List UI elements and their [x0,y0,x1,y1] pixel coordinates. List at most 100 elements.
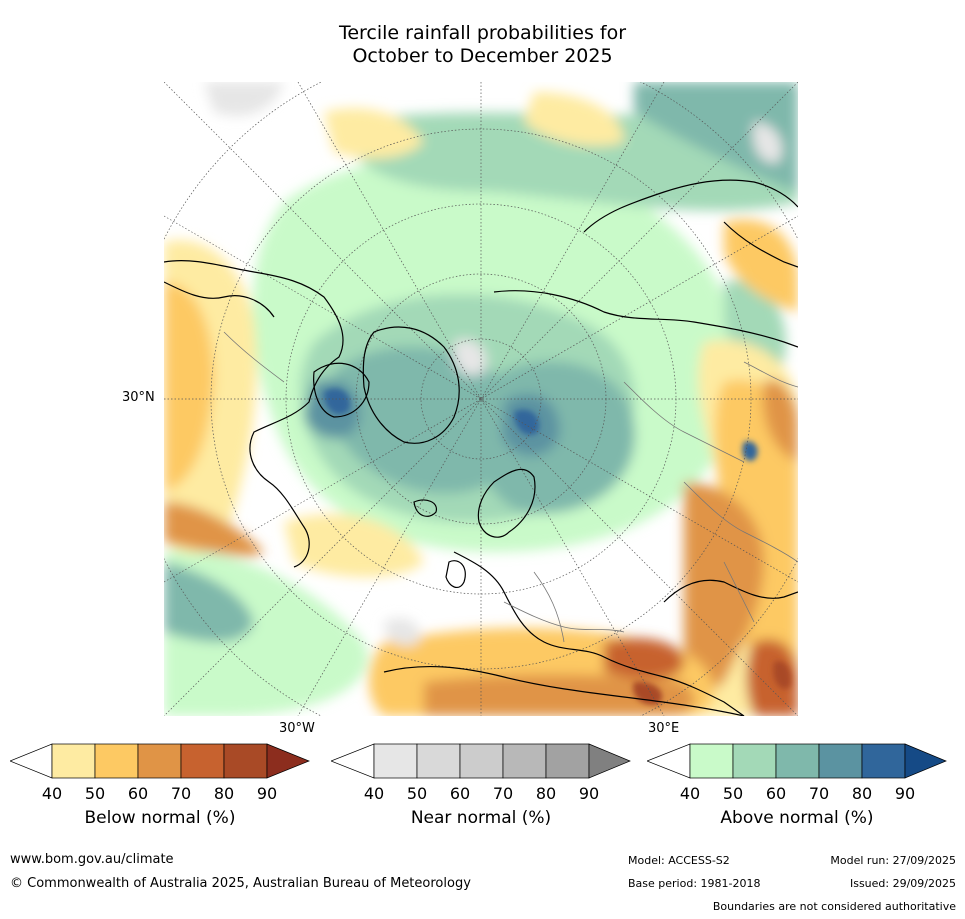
disclaimer-text: Boundaries are not considered authoritat… [712,900,956,913]
colorbar-below-bin-1 [51,743,96,779]
probability-shading [164,82,798,716]
tick-label: 80 [851,784,873,803]
boundary-russia [623,381,745,463]
below-normal-region-asia-deep [763,380,798,462]
tick-label: 80 [213,784,235,803]
coastline-europe [453,551,745,716]
above-normal-region-northeast [634,82,798,192]
coastline-siberia [583,179,798,233]
rainfall-probability-map [164,82,798,716]
coastline-greenland [362,326,460,444]
above-normal-region-core-strong [334,346,525,494]
tick-label: 50 [406,784,428,803]
colorbar-below-normal [9,743,310,783]
colorbar-near-bin-5 [545,743,590,779]
coastline-eurasia-north [493,290,798,348]
colorbar-near-bin-1 [373,743,418,779]
below-normal-region-asia-red [746,639,798,716]
graticule-meridian-4 [297,82,665,716]
below-normal-region-north-band [324,108,424,159]
below-normal-region-westnorthamerica-strong [164,282,214,492]
colorbar-below-over [266,743,310,779]
map-svg [164,82,798,716]
issued-text: Issued: 29/09/2025 [849,877,956,890]
colorbar-above-bin-4 [818,743,863,779]
boundary-asia [683,481,798,563]
colorbar-above-bin-5 [861,743,906,779]
near-normal-region-1 [204,82,284,116]
tick-label: 60 [765,784,787,803]
tick-label: 40 [41,784,63,803]
colorbar-above-normal [646,743,947,783]
colorbar-near-over [588,743,631,779]
colorbar-above-over [904,743,947,779]
base-period-text: Base period: 1981-2018 [628,877,761,890]
tick-label: 50 [722,784,744,803]
colorbar-below-label: Below normal (%) [84,808,236,828]
below-normal-region-westnorthamerica-deep [164,502,264,557]
probability-shading-detail [324,388,792,705]
coastline-middle-east [663,579,798,603]
colorbar-above-bin-1 [689,743,734,779]
below-normal-region-atlantic [284,514,424,577]
boundaries [223,331,798,643]
coastline-arctic-archipelago [313,362,370,418]
tick-label: 70 [492,784,514,803]
colorbar-above-bin-3 [775,743,820,779]
model-text: Model: ACCESS-S2 [628,854,730,867]
coastline-iceland [413,499,438,517]
above-normal-darkest-2 [514,409,540,436]
graticule-meridian-5 [164,215,798,583]
colorbar-below-bin-2 [94,743,139,779]
above-normal-region-pacific [164,562,254,642]
near-normal-region-2 [453,339,487,376]
below-normal-region-mediterranean [604,638,684,679]
graticule-meridian-6 [164,215,798,583]
latitude-label-30n: 30°N [122,390,155,405]
tick-label: 50 [84,784,106,803]
colorbar-near-under [330,743,375,779]
colorbar-above-bin-2 [732,743,777,779]
graticule-meridian-diag2 [164,82,798,716]
coastline-east-asia [723,221,798,268]
below-normal-region-eastasia [724,219,798,312]
boundary-canada-us [223,331,285,383]
coastline-africa [383,665,745,716]
near-normal-region-3 [384,618,420,646]
boundary-mongolia [743,361,798,388]
coastline-scandinavia [477,468,536,538]
graticule-meridian-3 [297,82,665,716]
tick-label: 60 [449,784,471,803]
copyright-text: © Commonwealth of Australia 2025, Austra… [10,876,471,891]
below-normal-region-northafrica-strong [424,674,695,716]
tick-label: 80 [535,784,557,803]
graticule [164,82,798,716]
tick-label: 70 [170,784,192,803]
colorbar-near-bin-3 [459,743,504,779]
colorbar-near-normal-svg [330,743,631,779]
colorbar-below-normal-svg [9,743,310,779]
colorbar-below-bin-3 [137,743,182,779]
colorbar-above-under [646,743,691,779]
coastline-british-isles [445,560,466,589]
colorbar-above-normal-svg [646,743,947,779]
website-link[interactable]: www.bom.gov.au/climate [10,852,174,867]
graticule-circle-75n [420,338,542,460]
colorbar-near-normal [330,743,631,783]
below-normal-darkest-1 [773,661,792,690]
tick-label: 90 [578,784,600,803]
boundary-europe-1 [503,601,625,633]
tick-label: 40 [363,784,385,803]
below-normal-region-north-band2 [524,92,624,146]
tick-label: 60 [127,784,149,803]
coastline-alaska [164,281,275,318]
title-line-2: October to December 2025 [352,45,613,67]
colorbar-above-label: Above normal (%) [720,808,874,828]
tick-label: 70 [808,784,830,803]
above-normal-darkest-3 [742,441,758,461]
title-line-1: Tercile rainfall probabilities for [338,22,627,44]
below-normal-region-middleeast [684,482,764,690]
longitude-label-30w: 30°W [279,721,315,736]
colorbar-below-bin-4 [180,743,225,779]
longitude-label-30e: 30°E [648,721,680,736]
